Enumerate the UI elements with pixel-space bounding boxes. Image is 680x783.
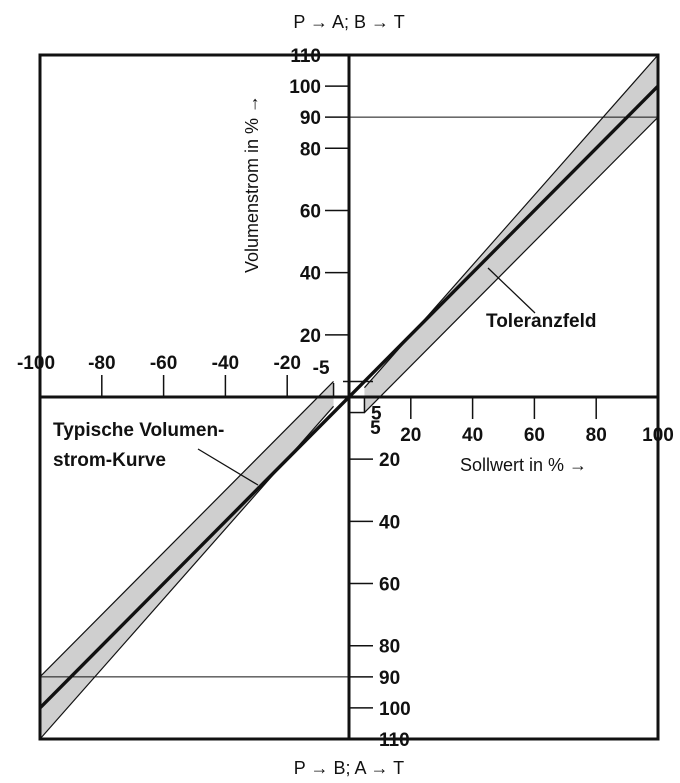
x-tick-40-label: 40 xyxy=(462,425,483,446)
x-tick-100-label: -100 xyxy=(17,353,55,374)
y-tick-100-label: 100 xyxy=(289,77,321,98)
y-tick-neg-100-label: 100 xyxy=(379,699,411,720)
y-tick-neg-110-label: 110 xyxy=(379,730,410,751)
bottom-label: P → B; A → T xyxy=(294,758,404,778)
x-tick-20-label: 20 xyxy=(400,425,421,446)
x-tick-100-label: 100 xyxy=(642,425,674,446)
y-tick-20-label: 20 xyxy=(300,326,321,347)
curve-label-line-2: strom-Kurve xyxy=(53,450,166,471)
tick-marks xyxy=(101,54,659,740)
y-tick-neg-80-label: 80 xyxy=(379,637,400,658)
y-tick-80-label: 80 xyxy=(300,139,321,160)
x-tick-5-label: 5 xyxy=(370,418,381,439)
tolerance-band-lower-edge-negative xyxy=(39,381,334,678)
x-axis-label: Sollwert in % → xyxy=(460,455,587,475)
y-tick-60-label: 60 xyxy=(300,201,321,222)
curve-label-leader xyxy=(197,448,259,486)
y-tick-neg-90-label: 90 xyxy=(379,668,400,689)
x-tick-60-label: -60 xyxy=(150,353,177,374)
tolerance-label: Toleranzfeld xyxy=(486,311,597,332)
x-tick-80-label: 80 xyxy=(586,425,607,446)
top-label: P → A; B → T xyxy=(293,12,404,32)
y-tick-90-label: 90 xyxy=(300,108,321,129)
curve-label-line-1: Typische Volumen- xyxy=(53,420,224,441)
tick-labels: 5 20 40 60 80 100 -5 -20 -40 -60 -80 -100 20 40 60 80 90… xyxy=(17,46,674,751)
tolerance-label-leader xyxy=(487,267,536,314)
y-axis-label: Volumenstrom in % → xyxy=(242,95,262,273)
y-tick-110-label: 110 xyxy=(290,46,321,67)
y-tick-neg-5-label: 5 xyxy=(371,404,382,425)
y-tick-neg-20-label: 20 xyxy=(379,450,400,471)
y-tick-neg-60-label: 60 xyxy=(379,575,400,596)
x-tick-60-label: 60 xyxy=(524,425,545,446)
y-tick-neg-40-label: 40 xyxy=(379,512,400,533)
tolerance-band-lower-edge-positive xyxy=(364,116,659,413)
x-tick-20-label: -20 xyxy=(273,353,300,374)
x-tick-40-label: -40 xyxy=(212,353,239,374)
x-tick-80-label: -80 xyxy=(88,353,115,374)
x-tick-5-label: -5 xyxy=(313,358,330,379)
y-tick-40-label: 40 xyxy=(300,264,321,285)
